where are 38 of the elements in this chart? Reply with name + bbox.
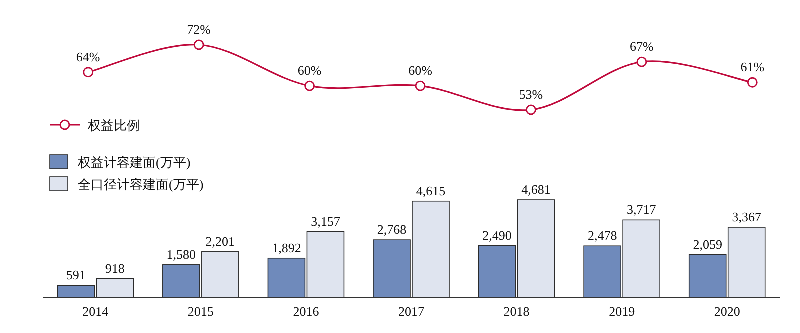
data-label: 60% (298, 63, 322, 78)
x-tick-label: 2019 (609, 304, 636, 319)
data-label: 1,892 (272, 240, 302, 256)
data-label: 2,768 (377, 222, 407, 238)
point (747, 77, 758, 88)
data-label: 67% (630, 39, 654, 54)
data-label: 53% (519, 87, 544, 102)
x-tick-label: 2018 (504, 304, 530, 319)
data-label: 4,681 (522, 182, 551, 197)
data-label: 61% (740, 60, 765, 75)
data-label: 1,580 (166, 246, 196, 262)
data-label: 2,201 (206, 234, 236, 249)
point (526, 104, 536, 116)
data-label: 3,367 (732, 210, 762, 225)
legend-label: 全口径计容建面(万平) (78, 177, 204, 192)
x-tick-label: 2017 (398, 304, 425, 319)
data-label: 3,717 (626, 202, 657, 218)
data-label: 64% (76, 49, 100, 64)
point (304, 80, 315, 92)
data-label: 72% (187, 22, 212, 37)
point (83, 67, 94, 78)
x-tick-label: 2016 (293, 304, 320, 319)
data-label: 3,157 (311, 214, 341, 229)
data-label: 2,490 (482, 228, 512, 243)
data-label: 591 (66, 268, 86, 283)
data-label: 2,478 (588, 228, 618, 244)
data-label: 4,615 (416, 183, 446, 198)
data-label: 60% (408, 63, 433, 78)
x-tick-label: 2015 (188, 304, 214, 319)
data-label: 2,059 (693, 236, 722, 252)
x-tick-label: 2014 (82, 304, 110, 319)
x-tick-label: 2020 (714, 304, 740, 319)
data-label: 918 (105, 260, 125, 276)
point (194, 40, 204, 50)
point (415, 80, 426, 92)
legend-label: 权益计容建面(万平) (77, 155, 191, 170)
legend-label: 权益比例 (87, 118, 140, 133)
point (636, 56, 648, 68)
